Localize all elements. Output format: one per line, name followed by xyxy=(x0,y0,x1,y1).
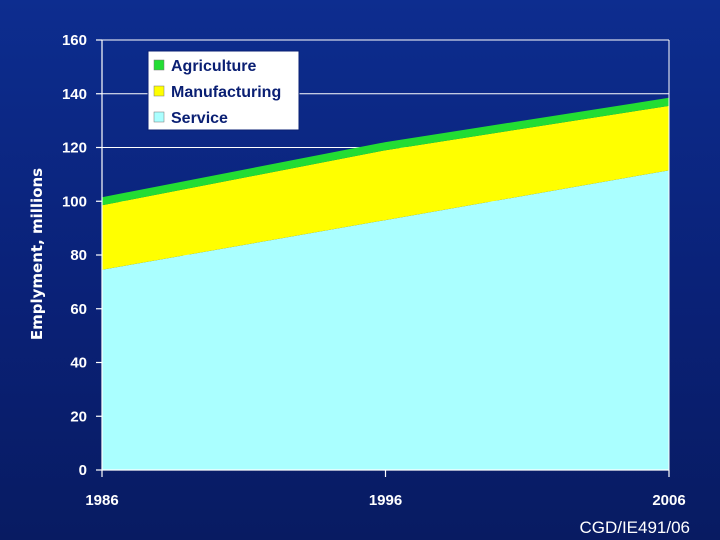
x-tick-label-2006: 2006 xyxy=(652,492,685,509)
y-axis-label: Emplyment, millions xyxy=(28,168,46,340)
legend-swatch-service xyxy=(153,111,165,123)
stacked-areas xyxy=(102,97,669,470)
y-tick-label-120: 120 xyxy=(62,140,87,157)
y-tick-label-100: 100 xyxy=(62,193,87,210)
slide-footer: CGD/IE491/06 xyxy=(579,518,690,537)
legend-box xyxy=(147,50,300,131)
y-tick-label-40: 40 xyxy=(70,355,87,372)
legend-swatch-manufacturing xyxy=(153,85,165,97)
x-tick-label-1996: 1996 xyxy=(369,492,402,509)
y-tick-label-60: 60 xyxy=(70,301,87,318)
legend-label-agriculture: Agriculture xyxy=(171,58,256,75)
x-tick-label-1986: 1986 xyxy=(85,492,118,509)
axes xyxy=(96,39,670,477)
y-tick-label-140: 140 xyxy=(62,86,87,103)
y-tick-label-0: 0 xyxy=(79,462,87,479)
legend: Agriculture Manufacturing Service xyxy=(147,50,300,131)
x-tick-labels: 1986 1996 2006 xyxy=(85,492,685,509)
y-tick-label-160: 160 xyxy=(62,32,87,49)
y-tick-labels: 0 20 40 60 80 100 120 140 160 xyxy=(62,32,87,479)
area-agriculture xyxy=(102,97,669,206)
legend-swatch-agriculture xyxy=(153,59,165,71)
legend-label-service: Service xyxy=(171,110,228,127)
y-tick-label-20: 20 xyxy=(70,408,87,425)
area-manufacturing xyxy=(102,105,669,270)
area-service xyxy=(102,170,669,470)
y-tick-label-80: 80 xyxy=(70,247,87,264)
legend-label-manufacturing: Manufacturing xyxy=(171,84,281,101)
